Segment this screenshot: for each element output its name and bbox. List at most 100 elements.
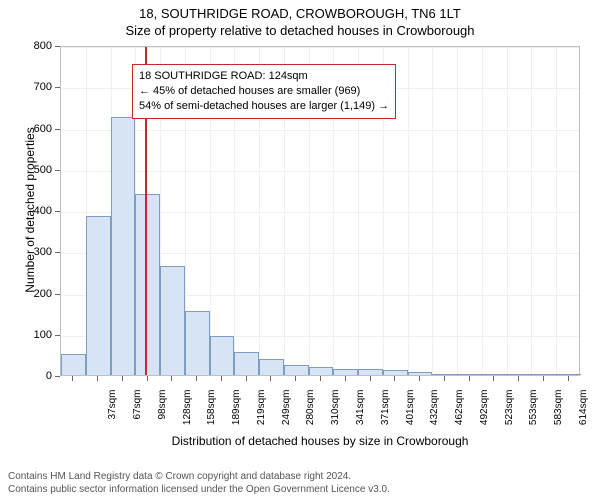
histogram-bar	[210, 336, 235, 375]
histogram-bar	[482, 374, 507, 375]
grid-line-vertical	[531, 47, 532, 375]
x-tick	[320, 376, 321, 381]
footer-line-1: Contains HM Land Registry data © Crown c…	[8, 470, 390, 483]
y-tick-label: 100	[26, 329, 52, 341]
histogram-bar	[383, 370, 408, 375]
y-tick-label: 700	[26, 81, 52, 93]
x-tick	[370, 376, 371, 381]
grid-line-vertical	[432, 47, 433, 375]
x-tick	[345, 376, 346, 381]
x-tick-label: 249sqm	[281, 390, 292, 440]
histogram-bar	[358, 369, 383, 375]
histogram-bar	[432, 374, 457, 375]
x-tick	[518, 376, 519, 381]
x-tick	[543, 376, 544, 381]
x-tick-label: 583sqm	[553, 390, 564, 440]
x-tick-label: 128sqm	[182, 390, 193, 440]
histogram-bar	[309, 367, 334, 375]
x-tick	[444, 376, 445, 381]
x-tick-label: 37sqm	[107, 390, 118, 440]
histogram-bar	[333, 369, 358, 375]
grid-line-horizontal	[61, 171, 579, 172]
y-tick-label: 200	[26, 288, 52, 300]
grid-line-vertical	[457, 47, 458, 375]
x-tick-label: 523sqm	[504, 390, 515, 440]
y-tick	[55, 87, 60, 88]
y-tick	[55, 294, 60, 295]
x-tick	[171, 376, 172, 381]
x-tick-label: 492sqm	[479, 390, 490, 440]
x-tick-label: 462sqm	[454, 390, 465, 440]
y-tick-label: 800	[26, 40, 52, 52]
histogram-bar	[556, 374, 581, 375]
grid-line-vertical	[408, 47, 409, 375]
x-tick-label: 371sqm	[380, 390, 391, 440]
footer-line-2: Contains public sector information licen…	[8, 483, 390, 496]
x-tick	[221, 376, 222, 381]
chart-title: 18, SOUTHRIDGE ROAD, CROWBOROUGH, TN6 1L…	[0, 6, 600, 23]
grid-line-vertical	[556, 47, 557, 375]
y-tick	[55, 46, 60, 47]
histogram-bar	[135, 194, 160, 376]
histogram-bar	[61, 354, 86, 375]
x-tick-label: 67sqm	[132, 390, 143, 440]
y-tick	[55, 376, 60, 377]
x-tick	[568, 376, 569, 381]
x-tick	[97, 376, 98, 381]
info-line-1: 18 SOUTHRIDGE ROAD: 124sqm	[139, 69, 389, 84]
y-tick	[55, 211, 60, 212]
x-tick-label: 341sqm	[355, 390, 366, 440]
y-tick	[55, 252, 60, 253]
x-tick-label: 158sqm	[206, 390, 217, 440]
y-tick-label: 300	[26, 246, 52, 258]
x-tick	[469, 376, 470, 381]
histogram-bar	[86, 216, 111, 375]
x-tick	[394, 376, 395, 381]
histogram-bar	[408, 372, 433, 375]
x-tick	[493, 376, 494, 381]
histogram-bar	[531, 374, 556, 375]
x-tick	[122, 376, 123, 381]
footer-attribution: Contains HM Land Registry data © Crown c…	[8, 470, 390, 496]
histogram-bar	[234, 352, 259, 375]
histogram-bar	[284, 365, 309, 375]
x-tick-label: 280sqm	[305, 390, 316, 440]
histogram-bar	[111, 117, 136, 375]
y-tick-label: 400	[26, 205, 52, 217]
histogram-bar	[457, 374, 482, 375]
grid-line-vertical	[482, 47, 483, 375]
x-tick	[295, 376, 296, 381]
grid-line-vertical	[507, 47, 508, 375]
x-tick-label: 401sqm	[405, 390, 416, 440]
x-tick	[72, 376, 73, 381]
y-tick-label: 0	[26, 370, 52, 382]
x-tick-label: 98sqm	[157, 390, 168, 440]
grid-line-horizontal	[61, 130, 579, 131]
histogram-bar	[259, 359, 284, 376]
reference-info-box: 18 SOUTHRIDGE ROAD: 124sqm ← 45% of deta…	[132, 64, 396, 119]
x-tick-label: 614sqm	[578, 390, 589, 440]
grid-line-horizontal	[61, 47, 579, 48]
x-tick	[246, 376, 247, 381]
chart-subtitle: Size of property relative to detached ho…	[0, 23, 600, 40]
x-tick	[270, 376, 271, 381]
x-tick-label: 310sqm	[330, 390, 341, 440]
histogram-bar	[185, 311, 210, 375]
histogram-bar	[160, 266, 185, 375]
y-tick-label: 500	[26, 164, 52, 176]
y-tick	[55, 335, 60, 336]
chart-container: 18, SOUTHRIDGE ROAD, CROWBOROUGH, TN6 1L…	[0, 0, 600, 500]
x-tick-label: 189sqm	[231, 390, 242, 440]
x-tick	[147, 376, 148, 381]
histogram-bar	[507, 374, 532, 375]
info-line-3: 54% of semi-detached houses are larger (…	[139, 99, 389, 114]
x-tick	[419, 376, 420, 381]
x-tick-label: 219sqm	[256, 390, 267, 440]
x-tick	[196, 376, 197, 381]
x-tick-label: 432sqm	[429, 390, 440, 440]
y-tick	[55, 129, 60, 130]
x-tick-label: 553sqm	[528, 390, 539, 440]
info-line-2: ← 45% of detached houses are smaller (96…	[139, 84, 389, 99]
y-tick	[55, 170, 60, 171]
y-tick-label: 600	[26, 123, 52, 135]
